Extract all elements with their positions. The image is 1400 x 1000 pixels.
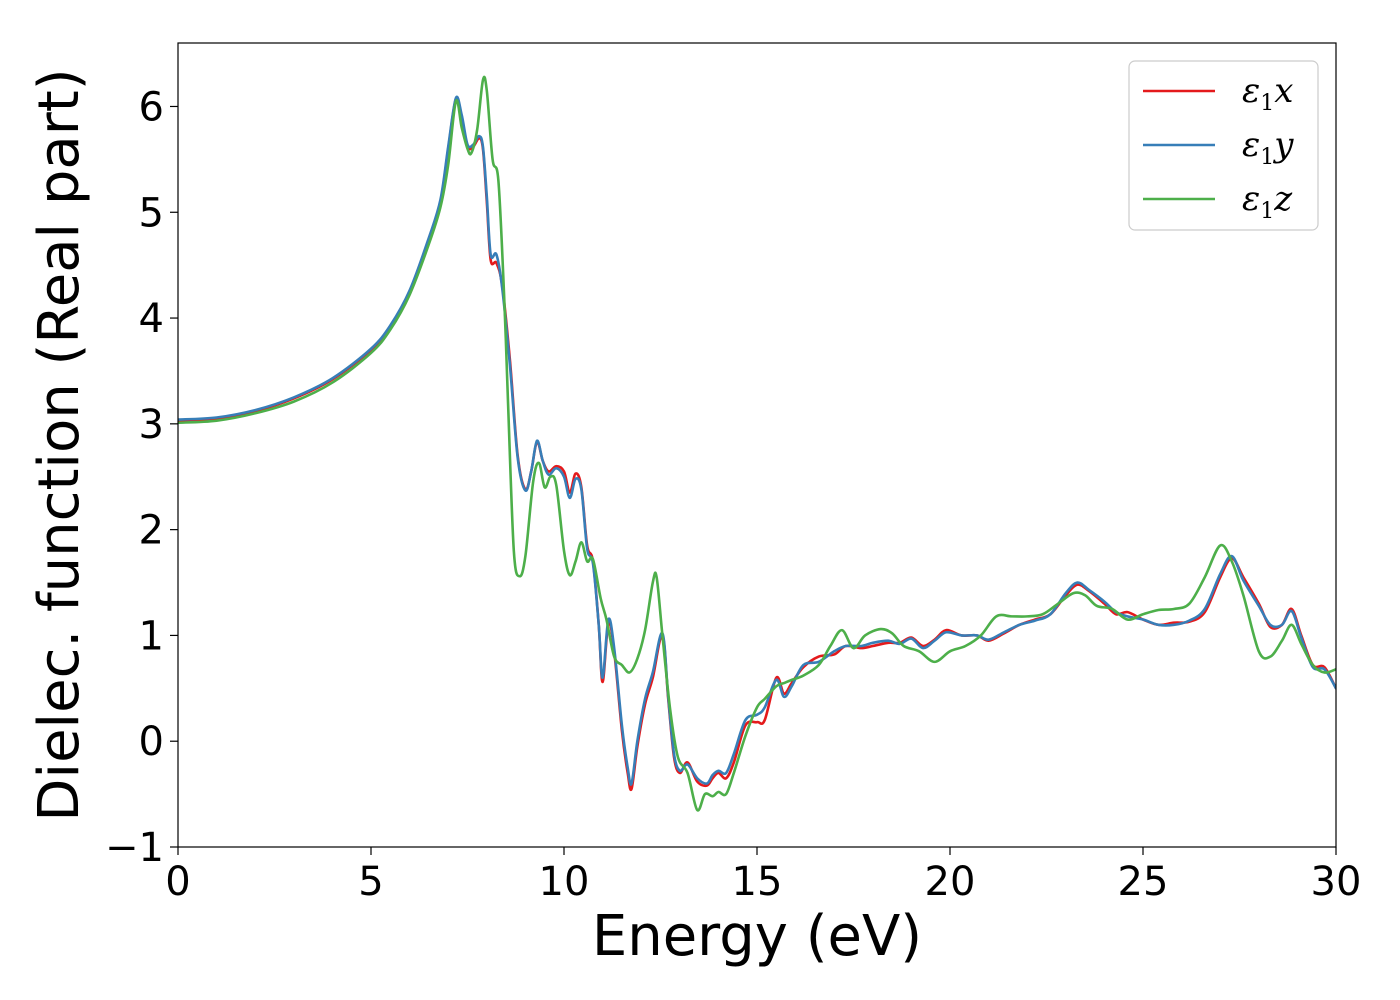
x-tick-label: 20 (925, 859, 976, 905)
series-layer (178, 75, 1336, 812)
x-tick-label: 25 (1118, 859, 1169, 905)
x-tick-label: 15 (732, 859, 783, 905)
y-tick-label: 0 (139, 719, 164, 765)
legend-box (1128, 60, 1319, 231)
x-tick-label: 10 (539, 859, 590, 905)
x-axis: 0 5 10 15 20 25 30 (165, 847, 1361, 905)
x-tick-label: 30 (1311, 859, 1362, 905)
y-tick-label: 6 (139, 84, 164, 130)
legend-label-x: ε1x (1242, 71, 1293, 116)
x-tick-label: 5 (358, 859, 383, 905)
legend: ε1x ε1y ε1z (1128, 60, 1319, 231)
x-axis-label: Energy (eV) (592, 904, 922, 969)
y-tick-label: 2 (139, 508, 164, 554)
legend-label-y: ε1y (1242, 125, 1294, 170)
y-tick-label: 5 (139, 190, 164, 236)
series-line-z (178, 75, 1336, 812)
x-tick-label: 0 (165, 859, 190, 905)
y-tick-label: 3 (139, 402, 164, 448)
y-axis: −1 0 1 2 3 4 5 6 (105, 84, 178, 871)
y-axis-label: Dielec. function (Real part) (27, 68, 92, 821)
legend-label-z: ε1z (1242, 179, 1293, 224)
y-tick-label: 1 (139, 613, 164, 659)
y-tick-label: 4 (139, 296, 164, 342)
y-tick-label: −1 (105, 825, 164, 871)
